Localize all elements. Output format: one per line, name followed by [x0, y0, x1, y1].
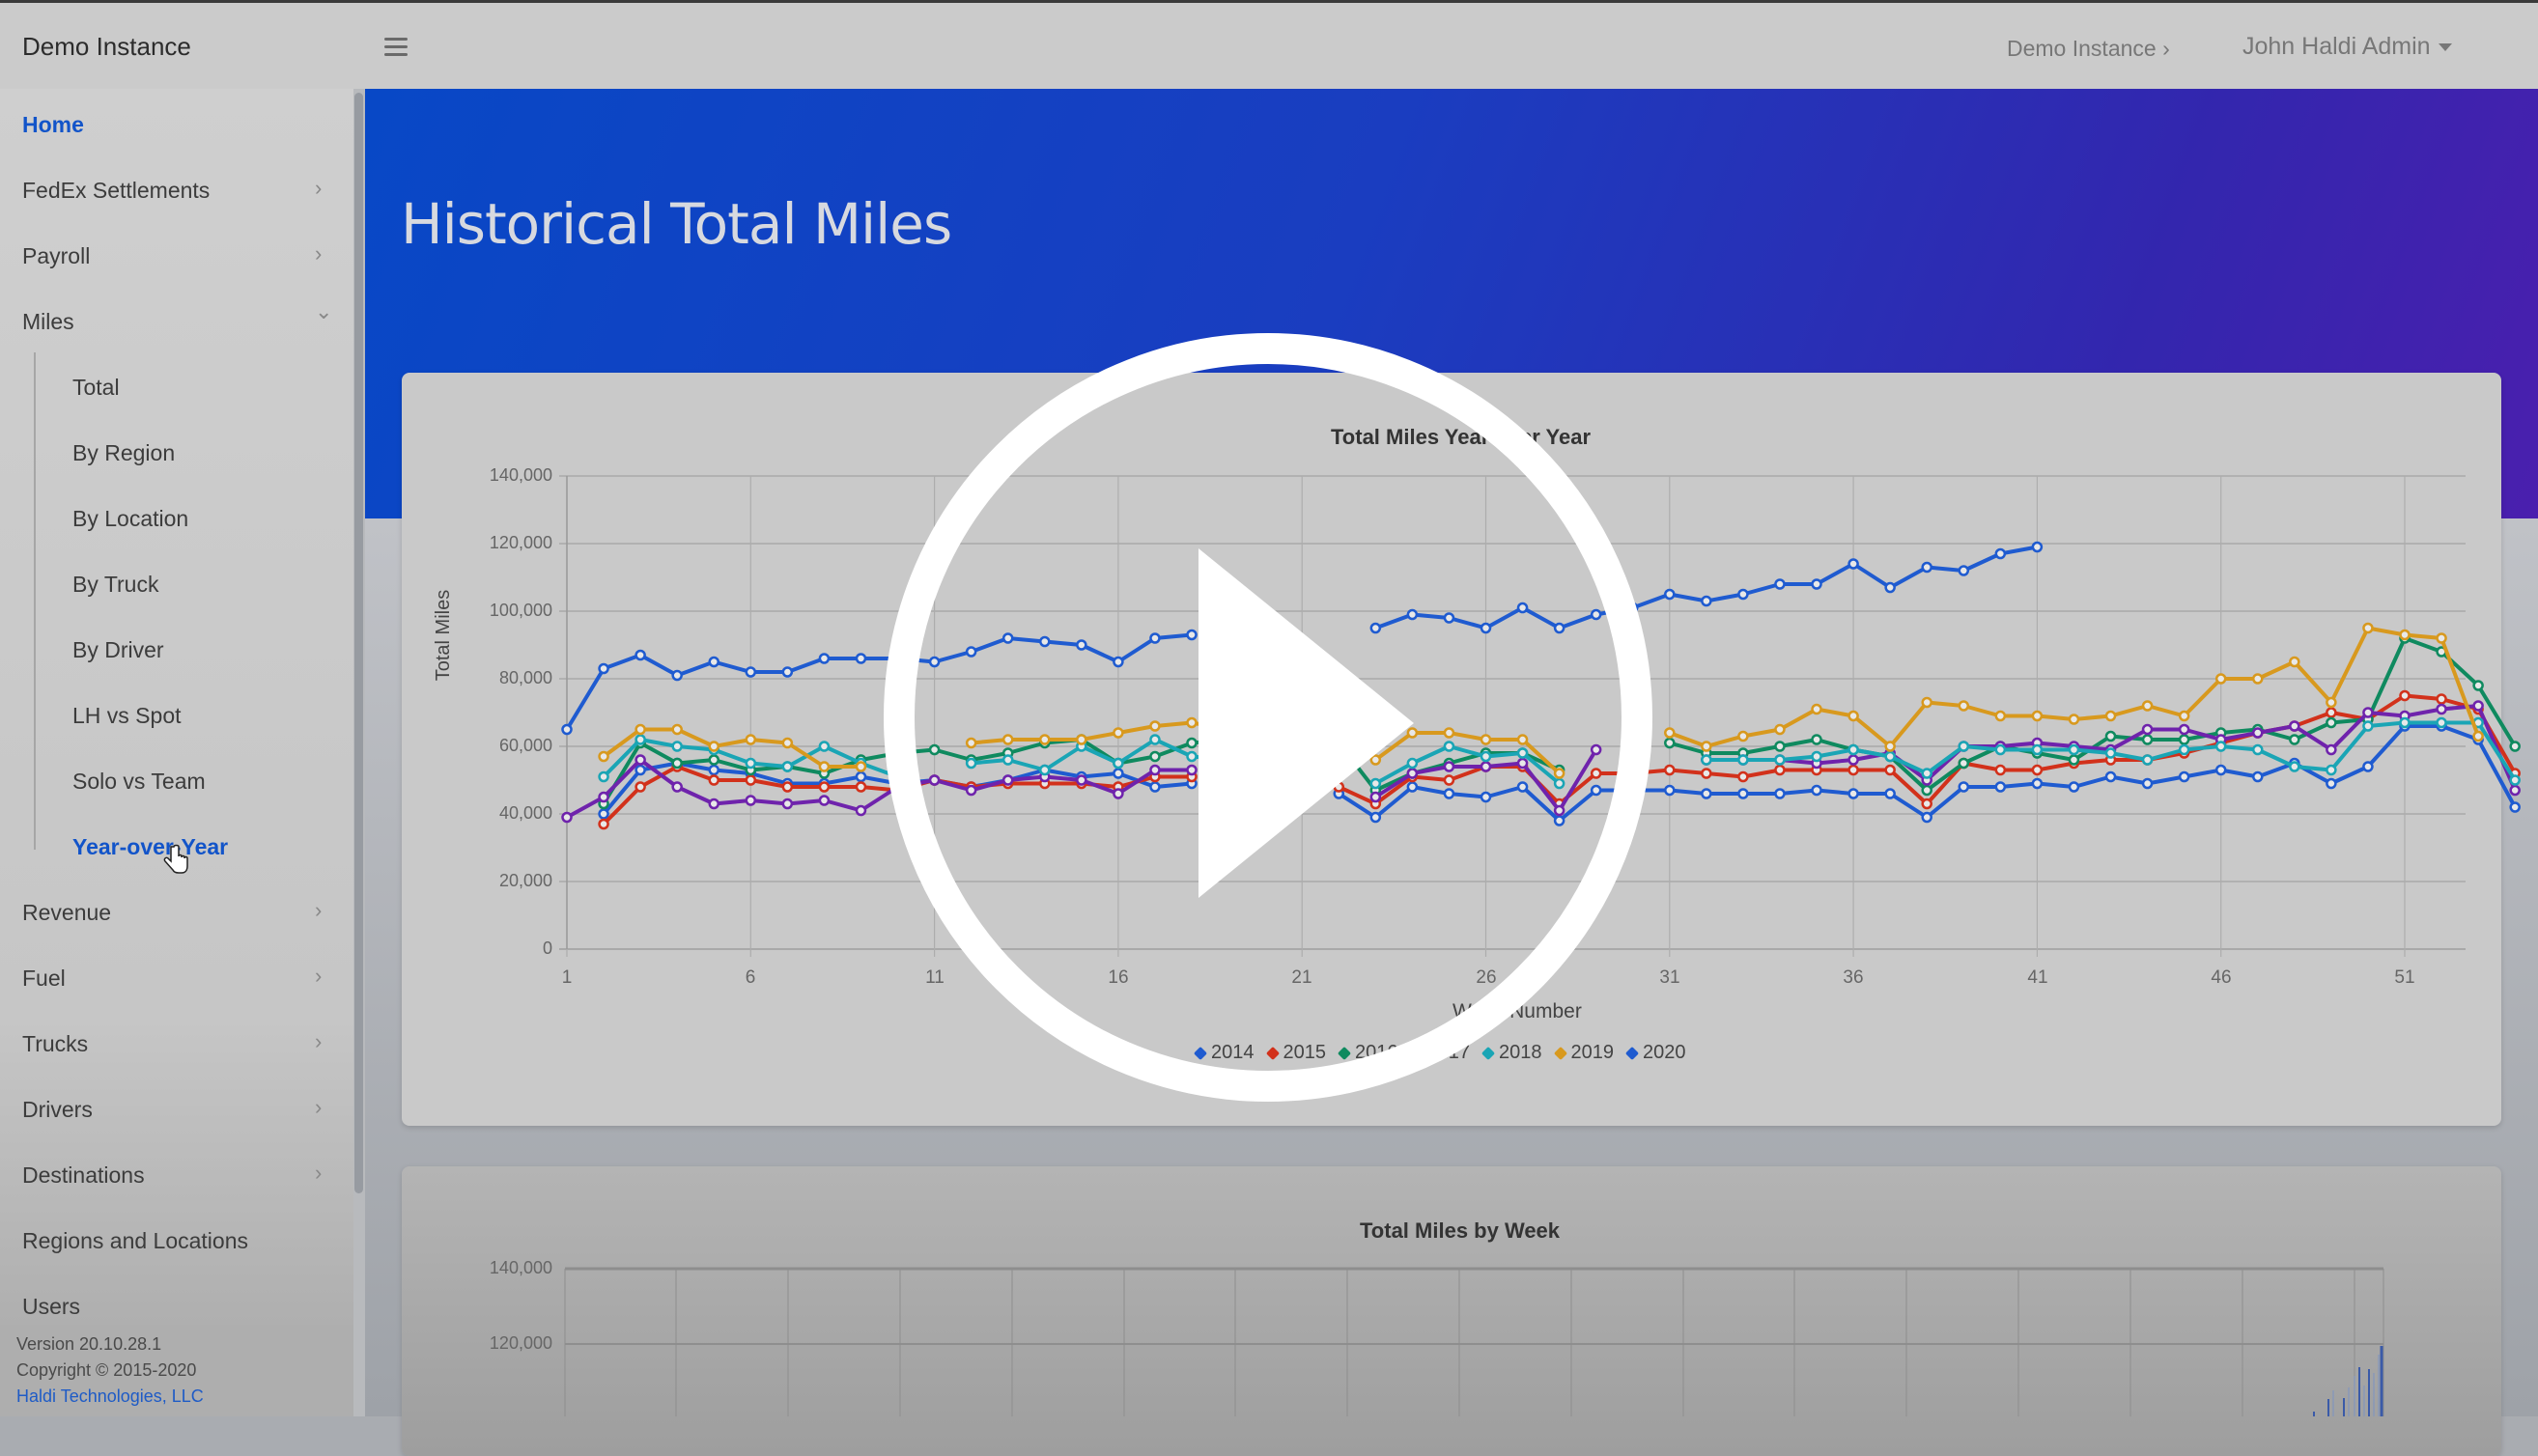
- sidebar-subitem-year-over-year[interactable]: Year-over-Year: [72, 834, 229, 859]
- sidebar-subitem-lh-vs-spot[interactable]: LH vs Spot: [72, 703, 182, 728]
- sidebar-item-fuel[interactable]: Fuel: [22, 966, 66, 991]
- caret-down-icon: [2438, 43, 2452, 52]
- sidebar-item-users[interactable]: Users: [22, 1294, 81, 1319]
- legend-item-2014[interactable]: 2014: [1193, 1042, 1255, 1064]
- hamburger-menu-icon[interactable]: [384, 38, 408, 57]
- chevron-right-icon: ›: [315, 241, 323, 266]
- version-text: Version 20.10.28.1: [16, 1334, 162, 1354]
- chart-title: Total Miles by Week: [1360, 1218, 1561, 1243]
- chevron-right-icon: ›: [315, 898, 323, 922]
- x-tick: 11: [925, 967, 945, 988]
- y-tick: 20,000: [498, 871, 552, 890]
- video-play-button[interactable]: [883, 332, 1653, 1103]
- yoy-line-chart: [559, 475, 2521, 957]
- sidebar-item-drivers[interactable]: Drivers: [22, 1097, 93, 1122]
- chevron-right-icon: ›: [315, 1161, 323, 1185]
- chevron-right-icon: ›: [315, 1029, 323, 1053]
- brand-title[interactable]: Demo Instance: [22, 32, 191, 61]
- x-tick: 26: [1476, 967, 1497, 988]
- y-tick: 100,000: [489, 601, 552, 620]
- sidebar-item-home[interactable]: Home: [22, 112, 84, 137]
- legend-item-2018[interactable]: 2018: [1480, 1042, 1542, 1064]
- x-tick: 16: [1108, 967, 1129, 988]
- sidebar-item-trucks[interactable]: Trucks: [22, 1031, 89, 1056]
- play-icon: [1198, 548, 1414, 898]
- instance-breadcrumb[interactable]: Demo Instance ›: [2007, 36, 2170, 61]
- y-tick: 120,000: [489, 533, 552, 552]
- user-name: John Haldi Admin: [2242, 33, 2431, 60]
- sidebar-subitem-total[interactable]: Total: [72, 375, 120, 400]
- chevron-down-icon: ⌄: [315, 299, 333, 323]
- x-tick: 6: [745, 967, 756, 988]
- weekly-chart-card: [402, 1166, 2501, 1456]
- weekly-bar-chart: [564, 1267, 2384, 1416]
- sidebar-subitem-by-region[interactable]: By Region: [72, 440, 176, 465]
- legend-item-2020[interactable]: 2020: [1624, 1042, 1686, 1064]
- page-title: Historical Total Miles: [401, 191, 952, 257]
- copyright-text: Copyright © 2015-2020: [16, 1360, 197, 1380]
- x-tick: 41: [2027, 967, 2048, 988]
- x-tick: 51: [2394, 967, 2415, 988]
- y-tick: 140,000: [489, 1258, 552, 1277]
- sidebar-item-destinations[interactable]: Destinations: [22, 1162, 145, 1188]
- sidebar-subitem-solo-vs-team[interactable]: Solo vs Team: [72, 769, 206, 794]
- sidebar-item-revenue[interactable]: Revenue: [22, 900, 112, 925]
- y-tick: 120,000: [489, 1333, 552, 1353]
- chevron-right-icon: ›: [315, 964, 323, 988]
- company-link[interactable]: Haldi Technologies, LLC: [16, 1386, 204, 1406]
- x-tick: 21: [1291, 967, 1312, 988]
- legend-item-2019[interactable]: 2019: [1553, 1042, 1614, 1064]
- submenu-divider: [34, 352, 36, 850]
- sidebar-subitem-by-truck[interactable]: By Truck: [72, 572, 159, 597]
- user-menu[interactable]: John Haldi Admin: [2242, 33, 2452, 61]
- y-tick: 40,000: [498, 803, 552, 823]
- legend-item-2015[interactable]: 2015: [1265, 1042, 1326, 1064]
- sidebar-subitem-by-location[interactable]: By Location: [72, 506, 189, 531]
- sidebar-item-payroll[interactable]: Payroll: [22, 243, 91, 268]
- sidebar-footer: [0, 1325, 353, 1416]
- x-tick: 1: [561, 967, 573, 988]
- sidebar-item-miles[interactable]: Miles: [22, 309, 74, 334]
- sidebar-subitem-by-driver[interactable]: By Driver: [72, 637, 164, 662]
- top-navbar: Demo Instance Demo Instance › John Haldi…: [0, 0, 2538, 89]
- y-tick: 140,000: [489, 465, 552, 485]
- play-circle-icon: [884, 333, 1652, 1102]
- x-tick: 31: [1659, 967, 1680, 988]
- y-tick: 80,000: [498, 668, 552, 687]
- chart-title: Total Miles Year over Year: [1331, 425, 1592, 449]
- sidebar-scrollbar-thumb[interactable]: [354, 93, 363, 1193]
- y-tick: 0: [542, 938, 552, 958]
- sidebar-item-regions-and-locations[interactable]: Regions and Locations: [22, 1228, 248, 1253]
- x-tick: 46: [2211, 967, 2232, 988]
- sidebar: Home FedEx Settlements › Payroll › Miles…: [0, 89, 353, 1416]
- hand-cursor-icon: [163, 844, 188, 874]
- sidebar-item-fedex-settlements[interactable]: FedEx Settlements: [22, 178, 211, 203]
- chevron-right-icon: ›: [315, 176, 323, 200]
- y-tick: 60,000: [498, 736, 552, 755]
- x-tick: 36: [1843, 967, 1864, 988]
- chevron-right-icon: ›: [315, 1095, 323, 1119]
